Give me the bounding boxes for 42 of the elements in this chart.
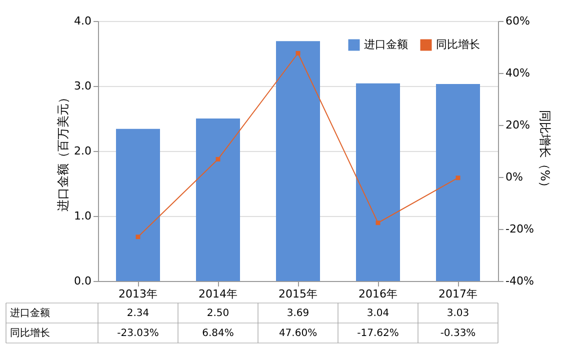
point [376, 220, 380, 226]
data-label: 3.04 [366, 308, 390, 319]
y2-tick-label: 40% [506, 66, 530, 80]
y2-tick-label: 20% [506, 118, 530, 132]
data-label: 3.69 [286, 308, 310, 319]
y-tick-label: 2.0 [74, 144, 92, 158]
point [216, 156, 220, 162]
legend-label: 进口金额 [364, 38, 408, 51]
text: 同比增长 [10, 328, 50, 339]
y2-tick-label: -40% [506, 274, 534, 288]
text: 进口金额 [10, 308, 50, 319]
data-label: -17.62% [357, 328, 399, 339]
point [456, 176, 460, 180]
y2-tick-label: -20% [506, 222, 534, 236]
bar [276, 41, 320, 281]
data-label: 6.84% [202, 328, 234, 339]
y2-axis-title: 同比增长（%） [538, 110, 552, 194]
y-tick-label: 3.0 [74, 80, 92, 92]
legend-label: 同比增长 [436, 38, 480, 51]
data-label: -23.03% [117, 328, 159, 339]
point [136, 234, 140, 240]
x-tick-label: 2016年 [358, 288, 398, 300]
bar [356, 83, 400, 281]
data-label: 47.60% [278, 328, 318, 339]
x-tick-label: 2014年 [198, 288, 238, 300]
bar [116, 128, 160, 281]
data-label: 3.03 [446, 308, 470, 319]
x-tick-label: 2015年 [278, 288, 318, 300]
point [296, 51, 300, 56]
data-label: 2.50 [206, 308, 230, 319]
y-axis-title: 进口金额（百万美元） [56, 92, 70, 212]
x-tick-label: 2017年 [438, 288, 478, 300]
data-label: 2.34 [126, 308, 150, 319]
bar [196, 118, 240, 281]
bar [436, 84, 480, 281]
y2-tick-label: 60% [506, 14, 530, 28]
y-tick-label: 1.0 [74, 210, 92, 222]
y-tick-label: 4.0 [74, 14, 92, 28]
x-tick-label: 2013年 [118, 288, 158, 300]
y-tick-label: 0.0 [74, 274, 92, 288]
y2-tick-label: 0% [506, 170, 523, 184]
data-label: -0.33% [440, 328, 476, 339]
